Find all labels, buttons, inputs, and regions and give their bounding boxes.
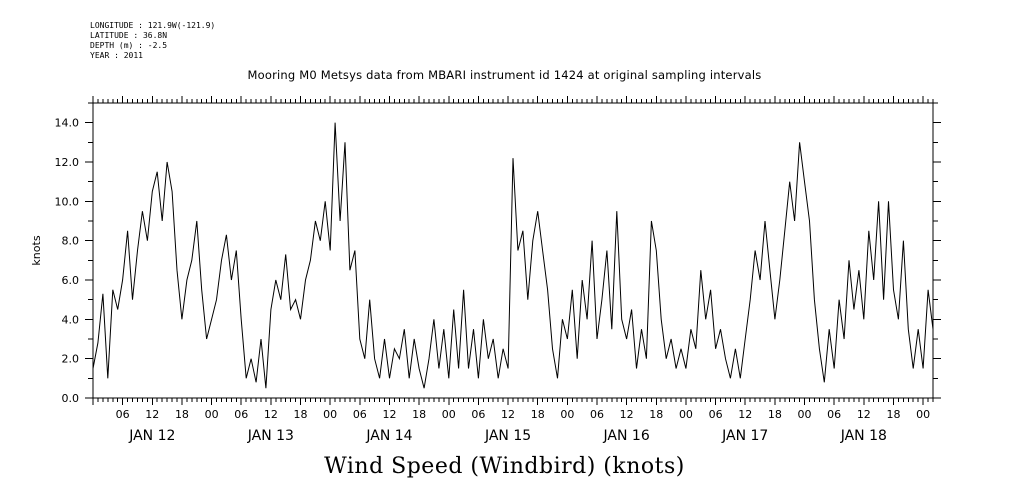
- x-tick-label: 18: [531, 408, 545, 421]
- y-tick-label: 2.0: [62, 353, 80, 366]
- x-tick-label: 00: [323, 408, 337, 421]
- x-tick-label: 18: [649, 408, 663, 421]
- meta-longitude: LONGITUDE : 121.9W(-121.9): [90, 21, 216, 30]
- y-tick-label: 6.0: [62, 274, 80, 287]
- meta-depth: DEPTH (m) : -2.5: [90, 41, 168, 50]
- y-tick-label: 4.0: [62, 313, 80, 326]
- x-tick-label: 06: [827, 408, 841, 421]
- y-tick-label: 10.0: [55, 195, 80, 208]
- x-tick-label: 06: [116, 408, 130, 421]
- x-tick-label: 00: [798, 408, 812, 421]
- x-tick-label: 12: [738, 408, 752, 421]
- x-tick-label: 12: [382, 408, 396, 421]
- x-tick-label: 18: [294, 408, 308, 421]
- y-tick-label: 14.0: [55, 117, 80, 130]
- x-day-label: JAN 14: [365, 428, 412, 444]
- x-tick-label: 00: [916, 408, 930, 421]
- meta-year: YEAR : 2011: [90, 51, 143, 60]
- x-tick-label: 12: [501, 408, 515, 421]
- x-day-label: JAN 17: [721, 428, 768, 444]
- y-tick-label: 8.0: [62, 235, 80, 248]
- x-tick-label: 06: [234, 408, 248, 421]
- metadata-block: LONGITUDE : 121.9W(-121.9) LATITUDE : 36…: [90, 21, 215, 61]
- plot-frame: [92, 102, 934, 399]
- x-tick-label: 00: [205, 408, 219, 421]
- wind-speed-series-line: [92, 122, 934, 389]
- y-axis-label: knots: [30, 235, 43, 265]
- x-day-label: JAN 15: [484, 428, 531, 444]
- x-day-label: JAN 12: [128, 428, 175, 444]
- y-tick-label: 12.0: [55, 156, 80, 169]
- y-tick-label: 0.0: [62, 392, 80, 405]
- x-tick-label: 12: [620, 408, 634, 421]
- x-tick-label: 12: [145, 408, 159, 421]
- x-tick-label: 06: [471, 408, 485, 421]
- meta-latitude: LATITUDE : 36.8N: [90, 31, 168, 40]
- x-tick-label: 00: [442, 408, 456, 421]
- x-day-label: JAN 13: [247, 428, 294, 444]
- x-tick-label: 06: [353, 408, 367, 421]
- chart-bottom-title: Wind Speed (Windbird) (knots): [324, 454, 685, 479]
- x-tick-label: 12: [264, 408, 278, 421]
- x-tick-label: 12: [857, 408, 871, 421]
- x-tick-label: 18: [412, 408, 426, 421]
- x-day-label: JAN 16: [603, 428, 650, 444]
- x-tick-label: 06: [590, 408, 604, 421]
- x-tick-label: 18: [175, 408, 189, 421]
- x-tick-label: 00: [679, 408, 693, 421]
- x-tick-label: 18: [768, 408, 782, 421]
- x-day-label: JAN 18: [840, 428, 887, 444]
- x-tick-label: 06: [709, 408, 723, 421]
- chart-title: Mooring M0 Metsys data from MBARI instru…: [247, 68, 762, 82]
- x-tick-label: 18: [886, 408, 900, 421]
- x-tick-label: 00: [560, 408, 574, 421]
